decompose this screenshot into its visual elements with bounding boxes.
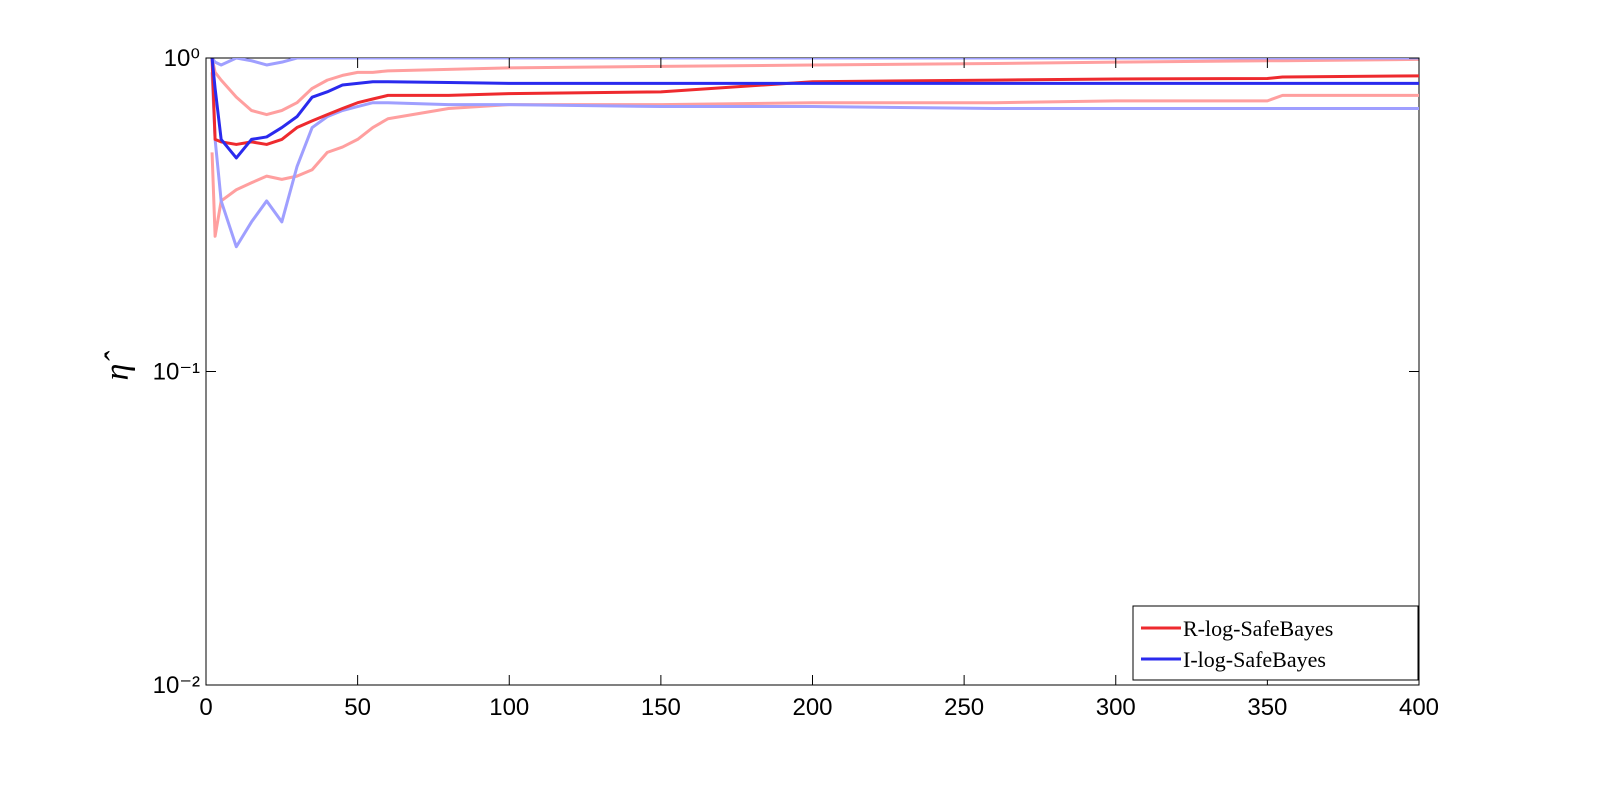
- x-tick-label: 400: [1399, 694, 1439, 721]
- series-line: [210, 58, 1419, 67]
- legend-label: I-log-SafeBayes: [1183, 647, 1326, 672]
- x-tick-label: 300: [1096, 694, 1136, 721]
- x-tick-label: 350: [1247, 694, 1287, 721]
- series-line: [210, 72, 1419, 249]
- y-axis-label: η̂: [99, 351, 136, 381]
- y-tick-label: 10⁰: [164, 45, 200, 72]
- x-tick-label: 200: [792, 694, 832, 721]
- series-line: [210, 93, 1419, 238]
- y-tick-label: 10⁻²: [153, 672, 200, 699]
- plot-area: [205, 57, 1420, 686]
- legend-box: [1132, 605, 1419, 681]
- x-tick-label: 250: [944, 694, 984, 721]
- lines: [210, 58, 1419, 249]
- series-line: [210, 58, 1419, 117]
- x-tick-label: 0: [199, 694, 212, 721]
- x-tick-label: 150: [641, 694, 681, 721]
- legend-label: R-log-SafeBayes: [1183, 616, 1333, 641]
- x-tick-label: 100: [489, 694, 529, 721]
- x-tick-label: 50: [344, 694, 371, 721]
- y-tick-label: 10⁻¹: [153, 359, 200, 386]
- series-line: [210, 58, 1419, 160]
- series-line: [210, 58, 1419, 146]
